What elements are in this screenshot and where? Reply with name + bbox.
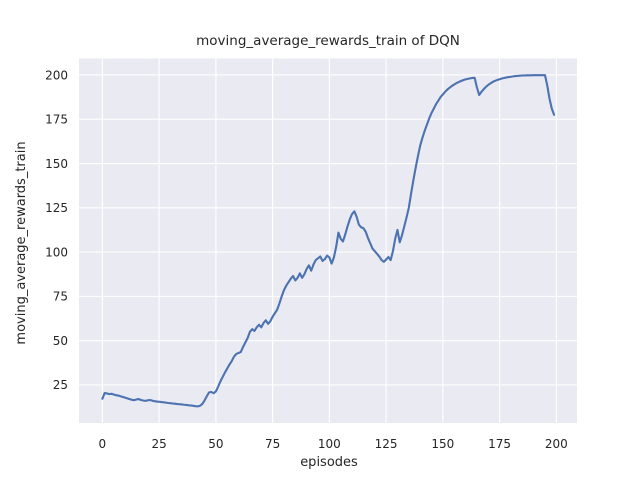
y-tick-label: 150 — [45, 157, 68, 171]
x-axis-label: episodes — [300, 455, 358, 470]
grid-lines — [79, 58, 577, 423]
y-tick-label: 25 — [53, 378, 68, 392]
chart-title: moving_average_rewards_train of DQN — [196, 33, 460, 49]
y-tick-label: 175 — [45, 113, 68, 127]
x-tick-labels: 0 25 50 75 100 125 150 175 200 — [99, 437, 568, 451]
plot-area — [79, 58, 577, 423]
y-tick-label: 125 — [45, 201, 68, 215]
x-tick-label: 175 — [488, 437, 511, 451]
x-tick-label: 125 — [375, 437, 398, 451]
y-tick-label: 100 — [45, 245, 68, 259]
y-tick-label: 50 — [53, 334, 68, 348]
x-tick-label: 150 — [431, 437, 454, 451]
x-tick-label: 200 — [545, 437, 568, 451]
y-tick-label: 75 — [53, 290, 68, 304]
x-tick-label: 75 — [265, 437, 280, 451]
y-tick-labels: 25 50 75 100 125 150 175 200 — [45, 68, 68, 392]
x-tick-label: 0 — [99, 437, 107, 451]
dqn-series-line — [101, 74, 556, 408]
x-tick-label: 100 — [318, 437, 341, 451]
x-tick-label: 50 — [208, 437, 223, 451]
x-tick-label: 25 — [151, 437, 166, 451]
y-tick-label: 200 — [45, 68, 68, 82]
y-axis-label: moving_average_rewards_train — [14, 141, 29, 344]
